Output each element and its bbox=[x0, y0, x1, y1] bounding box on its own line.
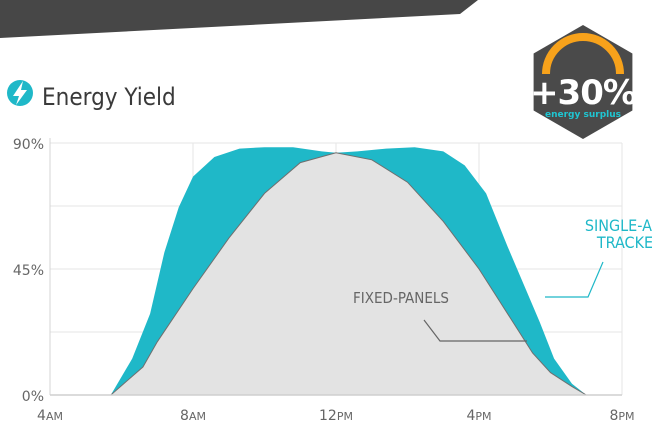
title-text: Energy Yield bbox=[42, 83, 176, 111]
badge-hexagon bbox=[533, 25, 633, 139]
annotation-single-axis: SINGLE-AXISTRACKER bbox=[545, 216, 652, 298]
x-tick-label: 8PM bbox=[609, 408, 634, 424]
top-banner bbox=[0, 0, 478, 38]
x-tick-label: 8AM bbox=[180, 408, 206, 424]
y-tick-label: 0% bbox=[22, 389, 44, 405]
badge-value: +30% bbox=[530, 73, 636, 113]
x-tick-label: 4PM bbox=[466, 408, 491, 424]
x-tick-label: 12PM bbox=[319, 408, 353, 424]
chart-title bbox=[7, 80, 33, 106]
annotation-single-axis-leader bbox=[545, 261, 604, 298]
y-tick-label: 90% bbox=[13, 137, 44, 153]
annotation-fixed-panels: FIXED-PANELS bbox=[353, 289, 527, 342]
badge-caption: energy surplus bbox=[545, 110, 621, 120]
series-fixed bbox=[110, 152, 587, 396]
annotation-fixed-panels-label: FIXED-PANELS bbox=[353, 289, 449, 307]
badge-arc bbox=[542, 33, 624, 75]
surplus-badge bbox=[533, 25, 633, 139]
area-outline-fixed bbox=[110, 152, 587, 396]
lightning-bolt-icon bbox=[7, 80, 33, 106]
x-tick-label: 4AM bbox=[37, 408, 63, 424]
y-tick-label: 45% bbox=[13, 263, 44, 279]
annotation-fixed-panels-leader bbox=[423, 319, 527, 342]
area-fixed bbox=[110, 152, 587, 395]
annotation-single-axis-label: SINGLE-AXISTRACKER bbox=[585, 216, 652, 252]
